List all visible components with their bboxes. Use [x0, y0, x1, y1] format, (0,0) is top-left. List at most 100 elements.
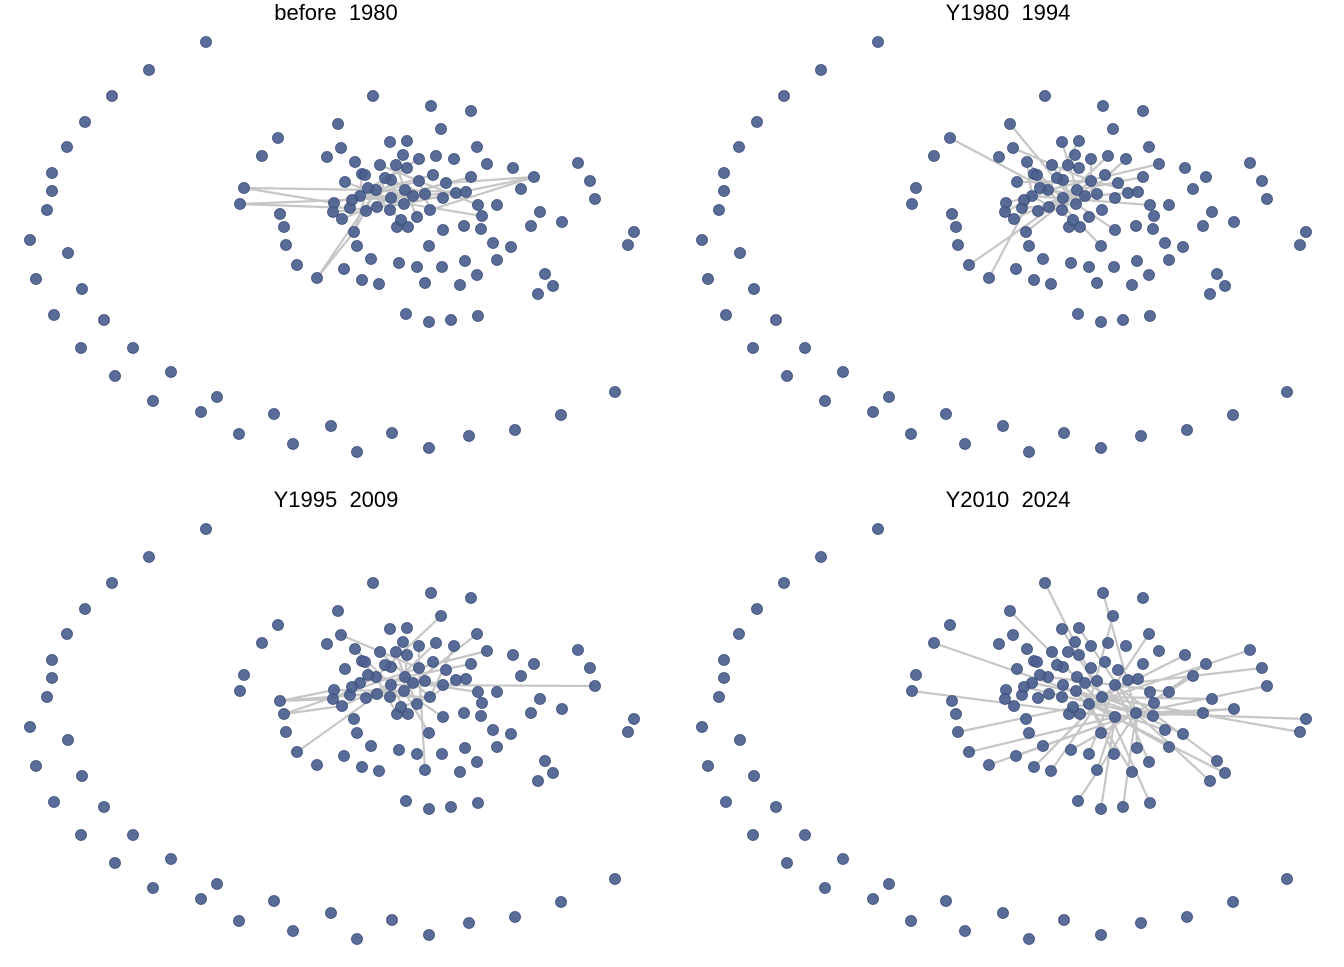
network-node [384, 204, 396, 216]
network-node [346, 194, 358, 206]
network-node [365, 253, 377, 265]
network-node [413, 175, 425, 187]
network-node [419, 188, 431, 200]
network-node [1300, 226, 1312, 238]
network-node [1261, 193, 1273, 205]
network-node [872, 523, 884, 535]
network-node [287, 925, 299, 937]
network-node [109, 857, 121, 869]
nodes [24, 36, 640, 458]
network-node [1137, 171, 1149, 183]
network-node [993, 151, 1005, 163]
network-node [1056, 691, 1068, 703]
network-node [471, 141, 483, 153]
panel-y1980-1994: Y1980 1994 [672, 0, 1344, 480]
network-node [332, 118, 344, 130]
network-node [837, 853, 849, 865]
network-node [1197, 707, 1209, 719]
network-node [1120, 640, 1132, 652]
network-node [525, 707, 537, 719]
network-node [1227, 409, 1239, 421]
network-node [1200, 658, 1212, 670]
network-node [1043, 688, 1055, 700]
network-node [781, 370, 793, 382]
network-node [465, 658, 477, 670]
panel-title: Y1980 1994 [945, 0, 1071, 25]
network-node [1070, 685, 1082, 697]
network-node [940, 895, 952, 907]
network-node [425, 587, 437, 599]
network-node [1073, 649, 1085, 661]
network-node [200, 36, 212, 48]
network-node [362, 182, 374, 194]
network-edge [1099, 716, 1117, 810]
network-node [1211, 268, 1223, 280]
network-node [399, 671, 411, 683]
network-node [1083, 261, 1095, 273]
network-node [720, 796, 732, 808]
network-node [584, 175, 596, 187]
network-node [143, 64, 155, 76]
network-plot [24, 523, 640, 945]
network-node [928, 150, 940, 162]
network-node [1083, 748, 1095, 760]
network-node [1137, 105, 1149, 117]
network-node [1083, 211, 1095, 223]
network-edge [243, 186, 335, 205]
network-node [1108, 261, 1120, 273]
network-node [367, 90, 379, 102]
network-node [398, 198, 410, 210]
network-node [1091, 188, 1103, 200]
network-node [437, 711, 449, 723]
network-node [1091, 675, 1103, 687]
network-edge [333, 688, 405, 693]
network-node [528, 658, 540, 670]
network-node [997, 907, 1009, 919]
network-node [751, 116, 763, 128]
network-node [491, 199, 503, 211]
network-node [30, 760, 42, 772]
network-node [476, 697, 488, 709]
network-node [463, 430, 475, 442]
network-node [944, 132, 956, 144]
network-node [1187, 670, 1199, 682]
network-node [487, 237, 499, 249]
network-node [589, 680, 601, 692]
network-node [437, 224, 449, 236]
network-edge [1088, 648, 1251, 706]
network-node [1067, 701, 1079, 713]
network-node [1039, 577, 1051, 589]
panel-before-1980: before 1980 [0, 0, 672, 480]
network-node [507, 162, 519, 174]
network-node [815, 551, 827, 563]
network-node [1095, 442, 1107, 454]
network-node [76, 283, 88, 295]
network-node [1058, 914, 1070, 926]
network-node [1034, 669, 1046, 681]
network-node [491, 686, 503, 698]
network-node [465, 592, 477, 604]
network-node [781, 857, 793, 869]
network-node [272, 619, 284, 631]
network-node [351, 727, 363, 739]
network-node [393, 744, 405, 756]
network-node [628, 226, 640, 238]
network-node [1132, 673, 1144, 685]
network-node [1051, 172, 1063, 184]
nodes [696, 36, 1312, 458]
network-node [609, 873, 621, 885]
network-node [349, 643, 361, 655]
network-node [532, 288, 544, 300]
network-edge [417, 667, 427, 771]
network-node [509, 424, 521, 436]
network-node [390, 646, 402, 658]
network-node [327, 206, 339, 218]
network-node [1108, 748, 1120, 760]
network-edge [1088, 703, 1133, 773]
network-node [356, 761, 368, 773]
network-node [234, 198, 246, 210]
network-node [528, 171, 540, 183]
network-node [1037, 740, 1049, 752]
network-node [1143, 141, 1155, 153]
network-node [1112, 177, 1124, 189]
